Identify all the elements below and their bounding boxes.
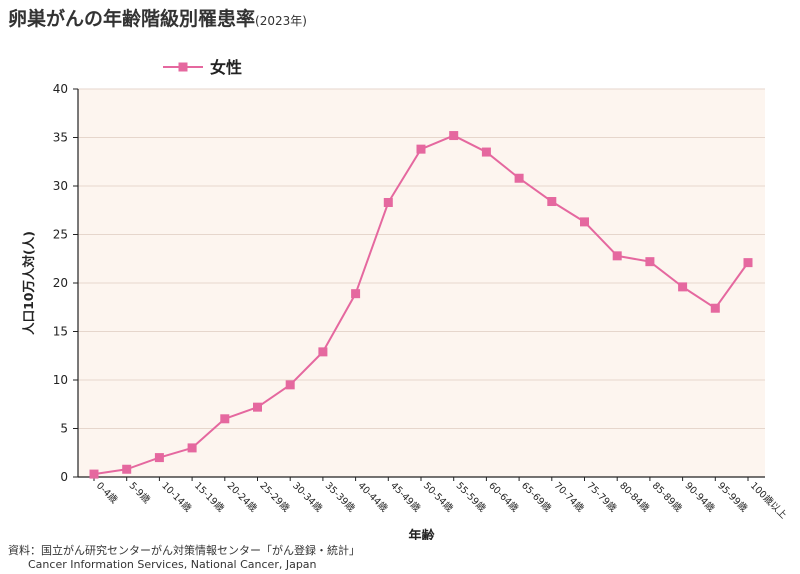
x-tick-label: 5-9歳	[127, 480, 154, 507]
x-tick-label: 100歳以上	[748, 480, 790, 522]
data-point	[122, 464, 132, 474]
x-tick-label: 80-84歳	[617, 480, 652, 515]
data-point	[318, 347, 328, 357]
data-point	[154, 453, 164, 463]
data-point	[580, 217, 589, 227]
x-tick-label: 55-59歳	[454, 480, 489, 515]
y-tick-label: 25	[53, 228, 68, 242]
y-tick-label: 30	[53, 179, 68, 193]
y-axis-label: 人口10万人対(人)	[21, 231, 36, 335]
x-tick-label: 95-99歳	[715, 480, 750, 515]
data-point	[678, 282, 688, 292]
x-tick-label: 85-89歳	[650, 480, 685, 515]
source-line-en: Cancer Information Services, National Ca…	[28, 558, 317, 571]
y-tick-label: 0	[60, 470, 68, 484]
x-tick-label: 45-49歳	[388, 480, 423, 515]
chart-title: 卵巣がんの年齢階級別罹患率(2023年)	[8, 4, 307, 31]
data-point	[710, 303, 720, 313]
x-tick-label: 60-64歳	[486, 480, 521, 515]
x-tick-label: 50-54歳	[421, 480, 456, 515]
y-tick-label: 10	[53, 373, 68, 387]
data-point	[383, 197, 393, 207]
y-tick-label: 35	[53, 131, 68, 145]
data-point	[743, 258, 753, 268]
legend-label: 女性	[210, 58, 242, 77]
y-tick-label: 15	[53, 325, 68, 339]
series-group	[89, 131, 753, 479]
x-tick-label: 90-94歳	[682, 480, 717, 515]
data-point	[220, 414, 230, 424]
chart-title-main: 卵巣がんの年齢階級別罹患率	[8, 8, 256, 30]
x-tick-labels: 0-4歳 5-9歳 10-14歳15-19歳20-24歳25-29歳30-34歳35…	[94, 480, 790, 522]
x-tick-label: 40-44歳	[355, 480, 390, 515]
data-point	[89, 469, 99, 479]
source-note: 資料：国立がん研究センターがん対策情報センター「がん登録・統計」 Cancer …	[8, 544, 360, 572]
data-point	[645, 257, 655, 267]
x-tick-label: 70-74歳	[552, 480, 587, 515]
x-tick-label: 30-34歳	[290, 480, 325, 515]
x-tick-label: 10-14歳	[159, 480, 194, 515]
source-line-ja: 資料：国立がん研究センターがん対策情報センター「がん登録・統計」	[8, 544, 360, 557]
x-tick-label: 75-79歳	[584, 480, 619, 515]
data-point	[612, 251, 622, 261]
data-point	[449, 131, 459, 141]
data-point	[481, 147, 491, 157]
line-chart: 女性 0 5 10 15 20 25 30 35 40 0-4歳 5-9歳 10-14歳15-19歳…	[21, 58, 790, 540]
chart-title-year: (2023年)	[255, 14, 307, 28]
x-tick-label: 35-39歳	[323, 480, 358, 515]
y-tick-label: 20	[53, 276, 68, 290]
x-axis-label: 年齢	[408, 528, 435, 540]
data-point	[351, 289, 361, 299]
data-point	[514, 173, 524, 183]
y-tick-labels: 0 5 10 15 20 25 30 35 40	[53, 82, 68, 484]
x-tick-label: 20-24歳	[225, 480, 260, 515]
x-tick-label: 25-29歳	[257, 480, 292, 515]
axes	[77, 89, 765, 481]
data-point	[187, 443, 197, 453]
x-tick-label: 0-4歳	[94, 480, 121, 507]
y-tick-label: 5	[60, 422, 68, 436]
data-point	[253, 402, 262, 412]
x-tick-label: 65-69歳	[519, 480, 554, 515]
data-point	[285, 380, 295, 390]
x-tick-label: 15-19歳	[192, 480, 227, 515]
y-tick-label: 40	[53, 82, 68, 96]
gridlines	[73, 88, 765, 478]
legend-marker	[178, 62, 188, 72]
data-point	[416, 144, 426, 154]
data-point	[547, 197, 557, 207]
legend: 女性	[163, 58, 242, 77]
